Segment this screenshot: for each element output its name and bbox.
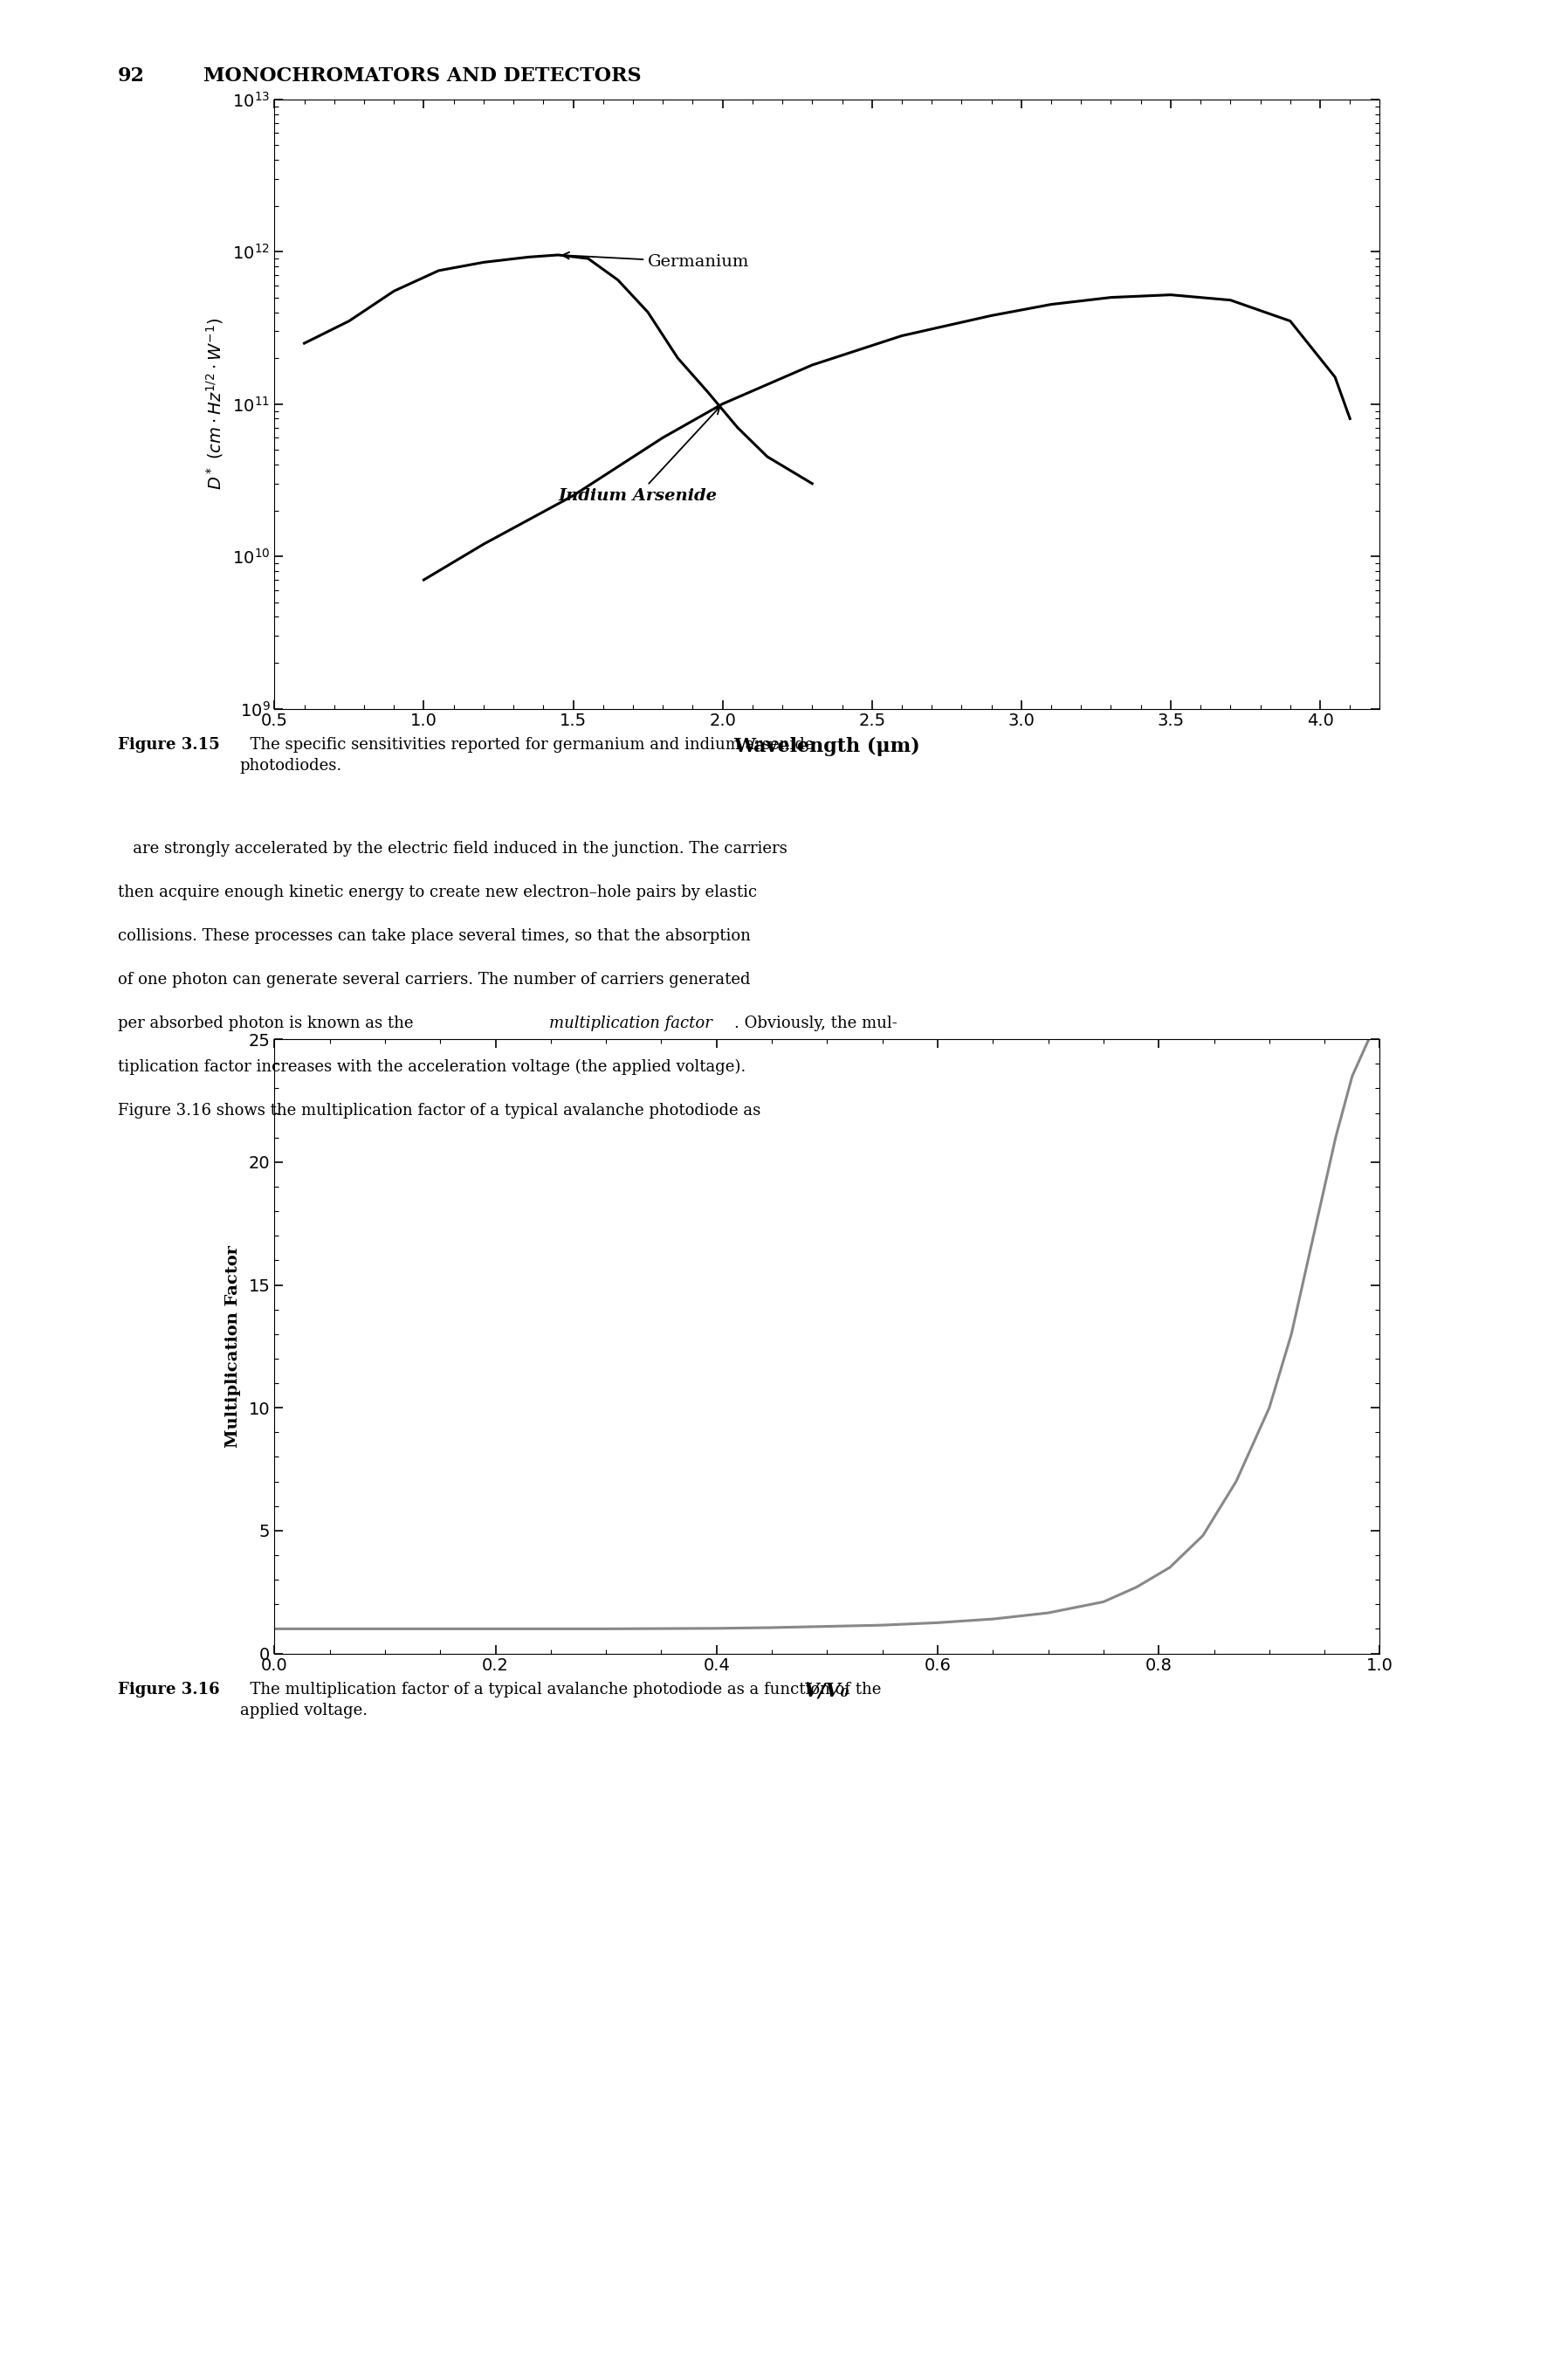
Text: are strongly accelerated by the electric field induced in the junction. The carr: are strongly accelerated by the electric… [118,841,787,857]
X-axis label: Wavelength (μm): Wavelength (μm) [734,737,920,756]
Text: Figure 3.16 shows the multiplication factor of a typical avalanche photodiode as: Figure 3.16 shows the multiplication fac… [118,1103,760,1120]
Text: . Obviously, the mul-: . Obviously, the mul- [734,1016,897,1032]
Text: per absorbed photon is known as the: per absorbed photon is known as the [118,1016,419,1032]
Y-axis label: $\mathit{D}^*\ \mathit{(cm \cdot Hz^{1/2} \cdot W^{-1})}$: $\mathit{D}^*\ \mathit{(cm \cdot Hz^{1/2… [204,319,224,489]
Text: of one photon can generate several carriers. The number of carriers generated: of one photon can generate several carri… [118,973,750,987]
Text: Figure 3.16: Figure 3.16 [118,1682,220,1698]
X-axis label: V/V₀: V/V₀ [804,1682,850,1701]
Text: Indium Arsenide: Indium Arsenide [558,406,720,503]
Text: collisions. These processes can take place several times, so that the absorption: collisions. These processes can take pla… [118,928,751,945]
Text: Figure 3.15: Figure 3.15 [118,737,220,753]
Text: tiplication factor increases with the acceleration voltage (the applied voltage): tiplication factor increases with the ac… [118,1058,745,1075]
Text: 92: 92 [118,66,144,85]
Text: then acquire enough kinetic energy to create new electron–hole pairs by elastic: then acquire enough kinetic energy to cr… [118,883,757,900]
Text: MONOCHROMATORS AND DETECTORS: MONOCHROMATORS AND DETECTORS [204,66,641,85]
Text: The multiplication factor of a typical avalanche photodiode as a function of the: The multiplication factor of a typical a… [240,1682,881,1717]
Text: The specific sensitivities reported for germanium and indium arsenide
photodiode: The specific sensitivities reported for … [240,737,814,772]
Y-axis label: Multiplication Factor: Multiplication Factor [226,1245,241,1448]
Text: multiplication factor: multiplication factor [549,1016,712,1032]
Text: Germanium: Germanium [563,253,750,269]
